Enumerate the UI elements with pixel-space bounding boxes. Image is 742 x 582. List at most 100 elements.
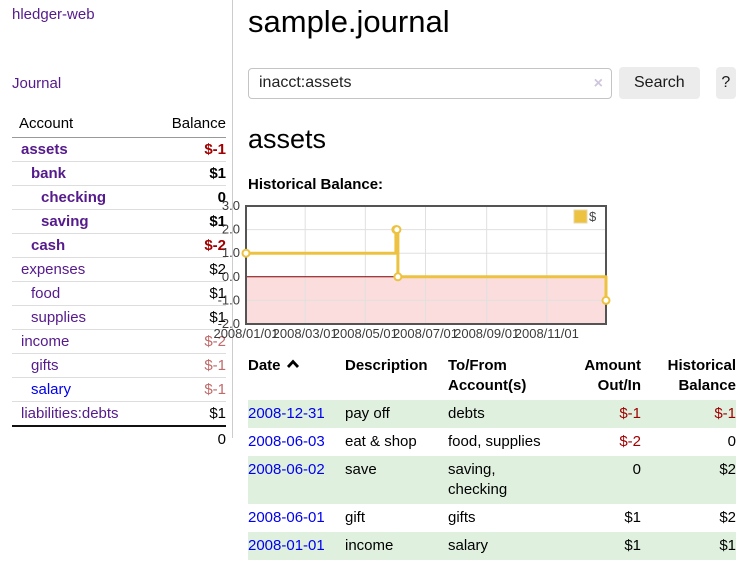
help-button[interactable]: ? xyxy=(715,67,736,99)
data-point-marker xyxy=(393,272,403,282)
account-link-salary[interactable]: salary xyxy=(31,381,72,398)
transaction-description: save xyxy=(345,461,377,478)
transaction-description: income xyxy=(345,537,394,554)
accounts-tree: Account Balance assets $-1 bank $1 check… xyxy=(12,112,226,452)
transaction-description: pay off xyxy=(345,405,390,422)
account-balance: $1 xyxy=(153,401,226,427)
account-link-gifts[interactable]: gifts xyxy=(31,357,59,374)
column-header-balance: Historical Balance xyxy=(667,357,736,394)
data-point-marker xyxy=(392,225,402,235)
accounts-total-row: 0 xyxy=(12,425,226,452)
y-axis-tick-label: 1.0 xyxy=(222,245,240,260)
account-balance: 0 xyxy=(153,185,226,210)
account-link-bank[interactable]: bank xyxy=(31,165,67,182)
sidebar-item-journal[interactable]: Journal xyxy=(12,75,62,92)
account-link-saving[interactable]: saving xyxy=(41,213,89,230)
account-balance: $1 xyxy=(153,209,226,234)
account-link-cash[interactable]: cash xyxy=(31,237,66,254)
data-point-marker xyxy=(601,295,611,305)
account-link-assets[interactable]: assets xyxy=(21,141,68,158)
register-row: 2008-06-02 save saving, checking 0 $2 xyxy=(248,456,736,504)
account-row: cash $-2 xyxy=(12,233,226,258)
account-link-liabilities-debts[interactable]: liabilities:debts xyxy=(21,405,119,422)
clear-search-icon[interactable]: × xyxy=(593,74,603,92)
account-balance: $1 xyxy=(153,305,226,330)
transaction-balance: $2 xyxy=(719,461,736,478)
transaction-accounts: salary xyxy=(448,537,489,554)
y-axis-tick-label: -1.0 xyxy=(218,292,240,307)
transaction-balance: $-1 xyxy=(714,405,736,422)
x-axis-tick-label: 2008/11/01 xyxy=(515,326,579,341)
x-axis-tick-label: 2008/01/01 xyxy=(213,326,278,341)
transaction-description: gift xyxy=(345,509,366,526)
transaction-amount: 0 xyxy=(632,461,641,478)
account-row: liabilities:debts $1 xyxy=(12,401,226,427)
transaction-date-link[interactable]: 2008-06-03 xyxy=(248,433,325,450)
historical-balance-chart: $3.0 2.0 1.0 0.0 -1.0 -2.0 2008/01/01 2008/03/0… xyxy=(213,198,736,346)
y-axis-tick-label: 0.0 xyxy=(222,269,240,284)
account-row: supplies $1 xyxy=(12,305,226,330)
accounts-header-balance: Balance xyxy=(153,112,226,138)
account-balance: $1 xyxy=(153,281,226,306)
account-balance: $-1 xyxy=(153,353,226,378)
transaction-accounts: saving, checking xyxy=(448,461,508,498)
y-axis-tick-label: -2.0 xyxy=(218,316,240,331)
x-axis-tick-label: 2008/09/01 xyxy=(454,326,519,341)
y-axis-tick-label: 2.0 xyxy=(222,222,240,237)
search-button[interactable]: Search xyxy=(619,67,700,99)
transaction-accounts: debts xyxy=(448,405,485,422)
transaction-date-link[interactable]: 2008-12-31 xyxy=(248,405,325,422)
account-link-supplies[interactable]: supplies xyxy=(31,309,87,326)
account-link-checking[interactable]: checking xyxy=(41,189,107,206)
x-axis-tick-label: 2008/03/01 xyxy=(273,326,338,341)
register-row: 2008-06-03 eat & shop food, supplies $-2… xyxy=(248,428,736,456)
search-bar: × Search ? xyxy=(248,67,736,99)
data-point-marker xyxy=(241,248,251,258)
transaction-amount: $-2 xyxy=(619,433,641,450)
transaction-balance: $1 xyxy=(719,537,736,554)
transaction-date-link[interactable]: 2008-06-02 xyxy=(248,461,325,478)
column-header-accounts: To/From Account(s) xyxy=(448,357,527,394)
account-row: bank $1 xyxy=(12,161,226,186)
register-table: Date Description To/From Account(s) Amou… xyxy=(248,352,736,560)
account-link-expenses[interactable]: expenses xyxy=(21,261,86,278)
transaction-amount: $1 xyxy=(624,537,641,554)
transaction-balance: $2 xyxy=(719,509,736,526)
transaction-date-link[interactable]: 2008-06-01 xyxy=(248,509,325,526)
chart-title: Historical Balance: xyxy=(248,176,384,193)
accounts-total-value: 0 xyxy=(153,425,226,452)
app-brand-link[interactable]: hledger-web xyxy=(12,6,95,23)
register-row: 2008-01-01 income salary $1 $1 xyxy=(248,532,736,560)
column-header-description: Description xyxy=(345,357,428,374)
account-row: income $-2 xyxy=(12,329,226,354)
account-balance: $-2 xyxy=(153,329,226,354)
transaction-description: eat & shop xyxy=(345,433,417,450)
account-row: food $1 xyxy=(12,281,226,306)
search-input[interactable] xyxy=(248,67,612,99)
main-content: sample.journal × Search ? assets Histori… xyxy=(213,0,736,560)
account-row: assets $-1 xyxy=(12,137,226,162)
x-axis-tick-label: 2008/07/01 xyxy=(393,326,458,341)
transaction-amount: $-1 xyxy=(619,405,641,422)
register-row: 2008-06-01 gift gifts $1 $2 xyxy=(248,504,736,532)
sidebar: hledger-web Journal Account Balance asse… xyxy=(0,0,233,452)
column-header-date[interactable]: Date xyxy=(248,352,345,400)
chart-canvas: $3.0 2.0 1.0 0.0 -1.0 -2.02008/01/012008/03/0… xyxy=(213,198,611,341)
transaction-date-link[interactable]: 2008-01-01 xyxy=(248,537,325,554)
transaction-accounts: gifts xyxy=(448,509,476,526)
y-axis-tick-label: 3.0 xyxy=(222,198,240,213)
account-row: gifts $-1 xyxy=(12,353,226,378)
plot-border xyxy=(245,205,607,325)
sort-ascending-icon xyxy=(286,359,299,368)
account-row: salary $-1 xyxy=(12,377,226,402)
x-axis-tick-label: 2008/05/01 xyxy=(333,326,398,341)
account-link-income[interactable]: income xyxy=(21,333,70,350)
transaction-accounts: food, supplies xyxy=(448,433,541,450)
accounts-header-account: Account xyxy=(12,112,154,138)
legend-label: $ xyxy=(589,209,597,224)
column-header-amount: Amount Out/In xyxy=(584,357,641,394)
page-title: sample.journal xyxy=(248,4,450,39)
account-balance: $-1 xyxy=(153,377,226,402)
legend-swatch xyxy=(573,209,588,224)
account-link-food[interactable]: food xyxy=(31,285,61,302)
